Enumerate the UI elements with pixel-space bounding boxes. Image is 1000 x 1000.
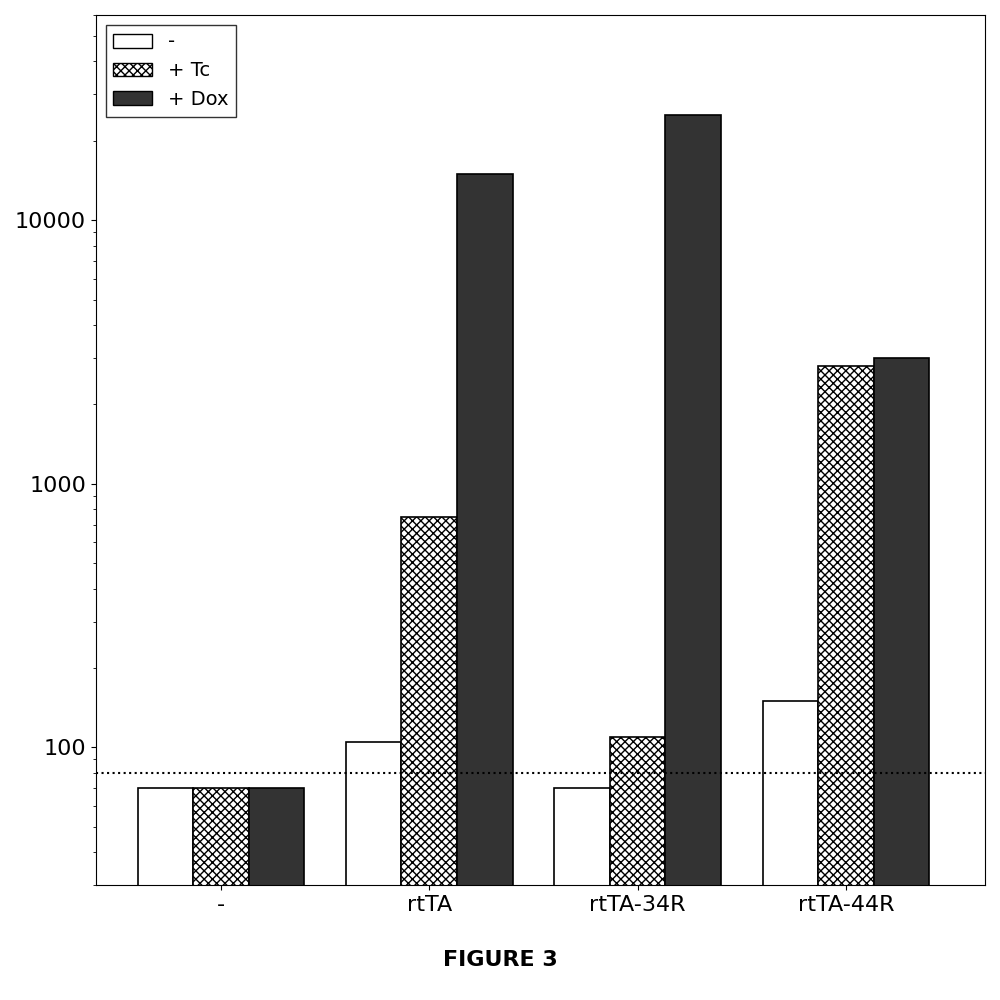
Bar bbox=[193, 788, 249, 1000]
Text: FIGURE 3: FIGURE 3 bbox=[443, 950, 557, 970]
Bar bbox=[763, 701, 818, 1000]
Legend: -, + Tc, + Dox: -, + Tc, + Dox bbox=[106, 25, 236, 117]
Bar bbox=[874, 358, 929, 1000]
Bar bbox=[249, 788, 304, 1000]
Bar bbox=[554, 788, 610, 1000]
Bar bbox=[610, 737, 665, 1000]
Bar bbox=[457, 174, 513, 1000]
Bar bbox=[138, 788, 193, 1000]
Bar bbox=[665, 115, 721, 1000]
Bar bbox=[346, 742, 401, 1000]
Bar bbox=[401, 517, 457, 1000]
Bar bbox=[818, 366, 874, 1000]
